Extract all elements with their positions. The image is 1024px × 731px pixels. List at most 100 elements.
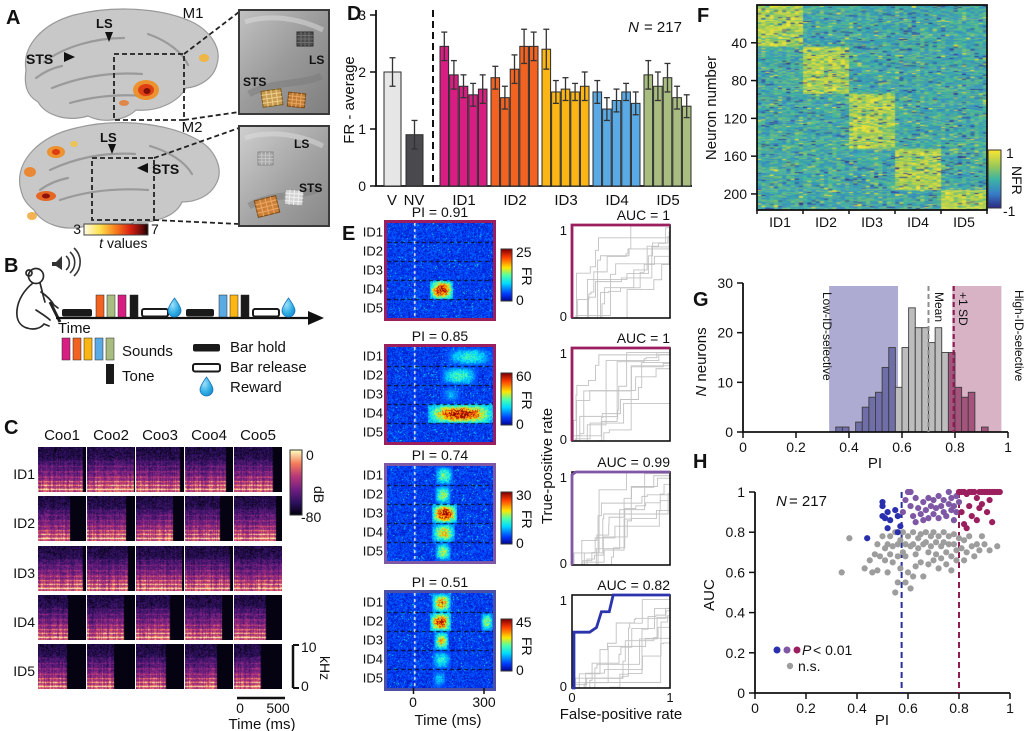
fr-max-label: 60: [516, 368, 532, 384]
spectrogram-ID4-Coo2: [87, 595, 135, 640]
scatter-point-purple: [935, 515, 942, 522]
bar: [468, 94, 478, 187]
spectrogram-ID5-Coo5: [234, 644, 282, 689]
ls-label-brain2: LS: [100, 130, 117, 145]
id-column-label: ID5: [953, 214, 975, 230]
photo-shadow: [247, 72, 323, 98]
roc-y-tick: 1: [560, 470, 567, 485]
scatter-point-gray: [907, 585, 914, 592]
db-colorbar-frame: [289, 449, 303, 516]
scatter-point-purple: [922, 506, 929, 514]
auc-value-title: AUC = 0.82: [597, 577, 670, 593]
nfr-axis-label: NFR: [1009, 166, 1024, 195]
spectrogram-ID1-Coo3: [136, 447, 184, 492]
id-row-label: ID5: [363, 301, 383, 316]
fmri-hotspot: [42, 193, 50, 199]
plus-1-sd-label: +1 SD: [956, 292, 970, 326]
scatter-point-gray: [876, 553, 884, 560]
scatter-point-red: [968, 513, 975, 520]
scatter-point-gray: [889, 543, 896, 550]
roc-plot-1: [570, 223, 671, 319]
tvalue-min: 3: [73, 221, 81, 237]
panel-b: B Time Sounds Tone Bar hold Bar release …: [4, 247, 324, 397]
id-row-label: ID2: [363, 244, 383, 259]
sounds-legend-swatch: [105, 337, 115, 361]
nfr-colorbar-frame: [987, 149, 1002, 209]
sound-mark: [240, 294, 250, 318]
sounds-legend-label: Sounds: [122, 343, 173, 360]
scatter-point-purple: [930, 511, 937, 518]
chance-roc-curve: [572, 595, 671, 689]
y-tick-label: 0: [358, 178, 366, 194]
monkey-back: [16, 282, 34, 329]
y-tick-label: 0: [725, 424, 733, 440]
roc-x-tick: 0: [568, 690, 575, 705]
panel-f-letter: F: [697, 5, 709, 27]
id-row-label: ID4: [363, 406, 383, 421]
heatmap-frame: [756, 4, 988, 211]
scatter-point-gray: [994, 543, 1001, 550]
id-row-label: ID1: [363, 595, 383, 610]
scatter-point-purple: [950, 502, 957, 510]
connector-line: [153, 127, 240, 159]
histogram-bar: [881, 366, 890, 433]
nfr-min-label: -1: [1003, 203, 1016, 219]
bar-hold-mark: [186, 309, 214, 317]
id-row-label: ID5: [363, 671, 383, 686]
roc-plot-2: [570, 346, 671, 442]
scatter-point-gray: [910, 529, 917, 536]
roc-x-tick: 1: [666, 690, 673, 705]
panel-e: PI = 0.91 ID1 ID2 ID3 ID4 ID5 25 FR 0 AUC = 1 1 0 PI…: [342, 204, 682, 729]
histogram-bar: [954, 386, 963, 433]
spectrogram-ID3-Coo4: [185, 546, 233, 591]
scatter-point-purple: [953, 509, 960, 516]
inset-photo-m1: [238, 9, 330, 115]
scatter-point-purple: [940, 496, 947, 504]
chance-roc-curve: [572, 348, 671, 442]
axes: [754, 492, 1010, 694]
scatter-point-gray: [922, 529, 929, 536]
n-count-italic: N: [628, 19, 639, 36]
roc-frame: [571, 224, 671, 319]
n-neurons-ylabel: N neurons: [693, 327, 710, 396]
id-row-label: ID2: [363, 368, 383, 383]
connector-line: [183, 111, 240, 121]
scatter-point-red: [986, 496, 993, 504]
panel-h-letter: H: [693, 451, 707, 473]
scatter-point-gray: [897, 565, 904, 572]
array-grid-line: [287, 98, 306, 102]
khz-axis-label: kHz: [317, 656, 333, 680]
fr-max-label: 25: [516, 244, 532, 260]
spectrogram-ID4-Coo5: [234, 595, 282, 640]
legend-dot-ns: [786, 662, 794, 670]
bar: [672, 97, 682, 187]
scatter-point-gray: [922, 539, 929, 546]
x-tick-label: 0.2: [786, 439, 806, 455]
scatter-point-gray: [935, 533, 942, 540]
scatter-point-gray: [961, 557, 968, 564]
array-grid-line: [284, 196, 304, 199]
scatter-point-purple: [907, 488, 914, 496]
scatter-point-gray: [976, 547, 983, 554]
id-row-label: ID1: [363, 349, 383, 364]
spectrogram-ID5-Coo1: [38, 644, 86, 689]
id-row-label: ID4: [363, 525, 383, 540]
panel-g-graphics: 0 10 20 30 0 0.2 0.4 0.6 0.8 1 N neurons: [693, 275, 1012, 455]
scatter-point-gray: [978, 533, 986, 540]
fr-max-label: 30: [516, 487, 532, 503]
reward-drop-icon: [281, 297, 296, 318]
histogram-bar: [855, 421, 863, 433]
fr-axis-label: FR: [519, 510, 535, 529]
x-tick-label: 0.2: [796, 700, 816, 716]
x-tick-label: ID1: [452, 192, 475, 209]
histogram-bar: [868, 396, 876, 433]
roc-curve: [570, 223, 670, 318]
sounds-legend-swatch: [61, 337, 71, 361]
chance-roc-curve: [572, 348, 671, 442]
spectrogram-ID3-Coo1: [38, 546, 86, 591]
y-tick-label: 0: [737, 685, 745, 701]
chance-roc-curve: [572, 225, 671, 319]
chance-roc-curve: [572, 225, 671, 319]
scatter-point-gray: [950, 531, 957, 538]
scatter-point-blue: [864, 535, 871, 542]
